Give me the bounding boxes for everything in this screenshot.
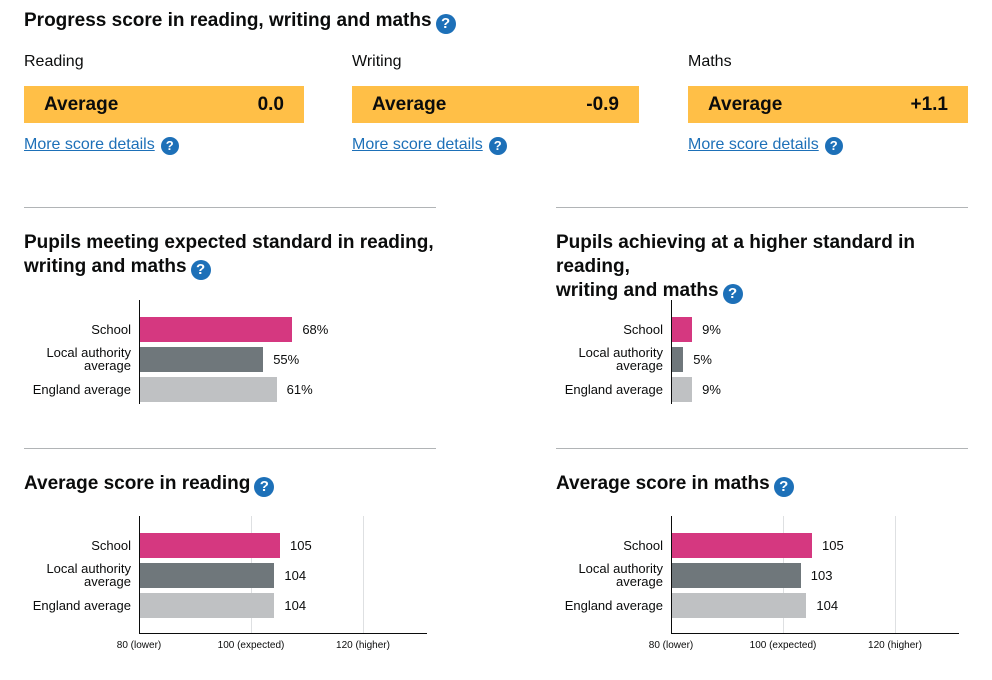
reading-average-title: Average score in reading?	[24, 472, 275, 497]
reading-details: More score details?	[24, 136, 179, 155]
row-england-value: 104	[816, 598, 839, 613]
bar-label-line: Local authority	[578, 345, 663, 360]
row-england-value: 9%	[702, 382, 721, 397]
tick-label: 80 (lower)	[648, 640, 694, 651]
row-local-authority-value: 5%	[693, 352, 712, 367]
row-school-bar	[140, 317, 293, 342]
writing-score-box: Average -0.9	[352, 86, 639, 123]
reading-more-details-link[interactable]: More score details	[24, 136, 155, 153]
maths-average-chart: 80 (lower) 100 (expected) 120 (higher) Scho…	[532, 516, 992, 666]
bar-label-school: School	[91, 322, 131, 337]
writing-label: Writing	[352, 53, 402, 70]
bar-label-local-authority: Local authority average	[543, 562, 663, 588]
divider	[24, 448, 436, 449]
bar-label-line: average	[84, 358, 131, 373]
chart-axis	[671, 516, 672, 634]
divider	[24, 207, 436, 208]
writing-details: More score details?	[352, 136, 507, 155]
tick-label: 120 (higher)	[868, 640, 922, 651]
chart-axis	[139, 516, 140, 634]
question-circle-icon[interactable]: ?	[824, 137, 843, 155]
row-school-bar	[672, 533, 812, 558]
row-local-authority-value: 55%	[273, 352, 300, 367]
question-circle-icon[interactable]: ?	[488, 137, 507, 155]
tick-label: 100 (expected)	[749, 640, 817, 651]
bar-label-line: Local authority	[46, 561, 131, 576]
question-circle-icon[interactable]: ?	[773, 477, 794, 497]
row-local-authority-bar	[140, 563, 275, 588]
bar-label-local-authority: Local authority average	[543, 346, 663, 372]
bar-label-school: School	[623, 538, 663, 553]
bar-label-line: Local authority	[46, 345, 131, 360]
row-school-bar	[672, 317, 693, 342]
bar-label-england: England average	[564, 598, 663, 613]
progress-title: Progress score in reading, writing and m…	[24, 9, 456, 34]
higher-standard-title: Pupils achieving at a higher standard in…	[556, 232, 915, 304]
question-circle-icon[interactable]: ?	[160, 137, 179, 155]
tick-label: 100 (expected)	[217, 640, 285, 651]
bar-label-line: average	[616, 358, 663, 373]
chart-axis	[671, 300, 672, 404]
question-circle-icon[interactable]: ?	[190, 260, 211, 280]
row-local-authority-bar	[672, 347, 684, 372]
maths-band: Average	[708, 93, 783, 115]
row-school-value: 105	[290, 538, 312, 553]
maths-score: +1.1	[910, 93, 948, 115]
row-england-bar	[672, 593, 807, 618]
bar-label-line: average	[616, 574, 663, 589]
reading-average-chart: 80 (lower) 100 (expected) 120 (higher) Scho…	[0, 516, 496, 666]
reading-label: Reading	[24, 53, 84, 70]
higher-standard-chart: School Local authority average England aver…	[532, 300, 992, 410]
writing-band: Average	[372, 93, 447, 115]
bar-label-england: England average	[564, 382, 663, 397]
divider	[556, 448, 968, 449]
tick-label: 80 (lower)	[116, 640, 162, 651]
bar-label-school: School	[623, 322, 663, 337]
row-local-authority-value: 104	[284, 568, 307, 583]
bar-label-school: School	[91, 538, 131, 553]
row-school-value: 9%	[702, 322, 721, 337]
row-england-value: 61%	[286, 382, 313, 397]
bar-label-local-authority: Local authority average	[11, 346, 131, 372]
divider	[556, 207, 968, 208]
bar-label-england: England average	[32, 598, 131, 613]
row-local-authority-value: 103	[810, 568, 833, 583]
gridline	[363, 516, 364, 633]
maths-score-box: Average +1.1	[688, 86, 968, 123]
row-school-value: 105	[822, 538, 844, 553]
row-school-bar	[140, 533, 280, 558]
writing-more-details-link[interactable]: More score details	[352, 136, 483, 153]
row-school-value: 68%	[302, 322, 329, 337]
bar-label-line: Local authority	[578, 561, 663, 576]
reading-score-box: Average 0.0	[24, 86, 304, 123]
row-england-bar	[140, 377, 277, 402]
row-local-authority-bar	[140, 347, 264, 372]
maths-label: Maths	[688, 53, 732, 70]
row-england-value: 104	[284, 598, 307, 613]
writing-score: -0.9	[586, 93, 619, 115]
row-england-bar	[672, 377, 693, 402]
maths-average-title: Average score in maths?	[556, 472, 794, 497]
chart-axis	[139, 300, 140, 404]
question-circle-icon[interactable]: ?	[435, 14, 456, 34]
row-england-bar	[140, 593, 275, 618]
row-local-authority-bar	[672, 563, 801, 588]
question-circle-icon[interactable]: ?	[722, 284, 743, 304]
reading-band: Average	[44, 93, 119, 115]
maths-details: More score details?	[688, 136, 843, 155]
bar-label-england: England average	[32, 382, 131, 397]
maths-more-details-link[interactable]: More score details	[688, 136, 819, 153]
chart-baseline	[671, 633, 959, 634]
question-circle-icon[interactable]: ?	[254, 477, 275, 497]
reading-score: 0.0	[257, 93, 284, 115]
gridline	[895, 516, 896, 633]
expected-standard-title: Pupils meeting expected standard in read…	[24, 232, 434, 280]
bar-label-local-authority: Local authority average	[11, 562, 131, 588]
chart-baseline	[139, 633, 427, 634]
tick-label: 120 (higher)	[336, 640, 390, 651]
expected-standard-chart: School Local authority average England aver…	[0, 300, 496, 410]
bar-label-line: average	[84, 574, 131, 589]
